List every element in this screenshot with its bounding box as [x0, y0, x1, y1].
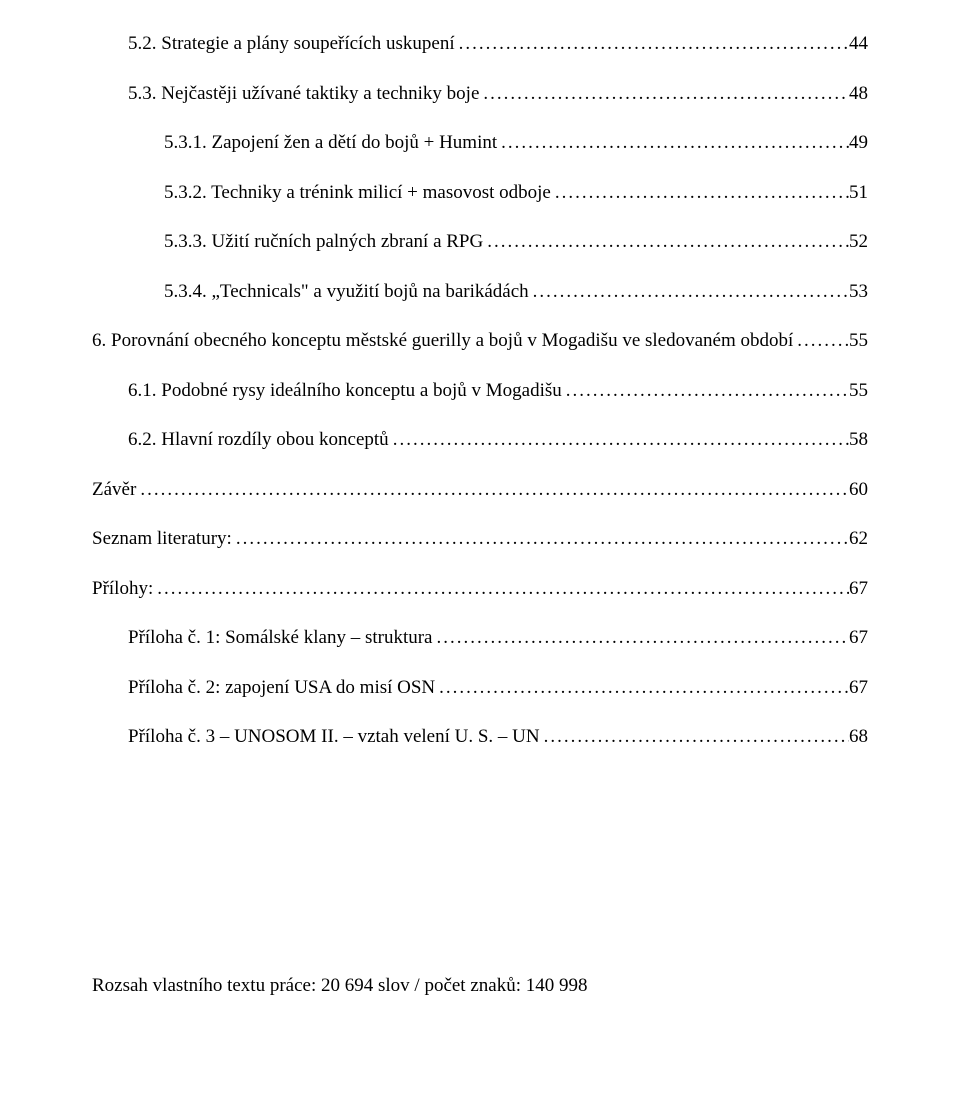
toc-entry: Příloha č. 3 – UNOSOM II. – vztah velení… [92, 723, 868, 752]
toc-entry: 5.3. Nejčastěji užívané taktiky a techni… [92, 80, 868, 109]
toc-entry: 5.3.2. Techniky a trénink milicí + masov… [92, 179, 868, 208]
toc-entry-label: Příloha č. 1: Somálské klany – struktura [128, 624, 432, 653]
toc-entry-page: 55 [849, 327, 868, 356]
toc-leader-dots [435, 674, 849, 703]
toc-entry-label: Příloha č. 3 – UNOSOM II. – vztah velení… [128, 723, 540, 752]
toc-leader-dots [432, 624, 849, 653]
toc-leader-dots [529, 278, 849, 307]
toc-entry: Závěr 60 [92, 476, 868, 505]
toc-entry: 5.3.4. „Technicals" a využití bojů na ba… [92, 278, 868, 307]
toc-entry-page: 55 [849, 377, 868, 406]
toc-entry-page: 58 [849, 426, 868, 455]
footer-note: Rozsah vlastního textu práce: 20 694 slo… [92, 972, 868, 1001]
toc-leader-dots [136, 476, 849, 505]
toc-entry-label: 6. Porovnání obecného konceptu městské g… [92, 327, 793, 356]
toc-leader-dots [793, 327, 849, 356]
toc-entry: Příloha č. 1: Somálské klany – struktura… [92, 624, 868, 653]
toc-entry-page: 67 [849, 575, 868, 604]
toc-entry-label: 5.3.3. Užití ručních palných zbraní a RP… [164, 228, 483, 257]
toc-entry: 6.1. Podobné rysy ideálního konceptu a b… [92, 377, 868, 406]
toc-entry-label: 5.3.4. „Technicals" a využití bojů na ba… [164, 278, 529, 307]
toc-entry: 6. Porovnání obecného konceptu městské g… [92, 327, 868, 356]
toc-leader-dots [497, 129, 849, 158]
toc-entry: 5.3.3. Užití ručních palných zbraní a RP… [92, 228, 868, 257]
toc-entry-page: 68 [849, 723, 868, 752]
toc-entry-page: 60 [849, 476, 868, 505]
toc-leader-dots [455, 30, 849, 59]
toc-entry-page: 62 [849, 525, 868, 554]
toc-leader-dots [232, 525, 849, 554]
toc-entry-page: 52 [849, 228, 868, 257]
toc-entry-page: 44 [849, 30, 868, 59]
toc-entry-label: 5.3. Nejčastěji užívané taktiky a techni… [128, 80, 479, 109]
table-of-contents: 5.2. Strategie a plány soupeřících uskup… [92, 30, 868, 752]
toc-entry-label: Příloha č. 2: zapojení USA do misí OSN [128, 674, 435, 703]
toc-entry-label: Přílohy: [92, 575, 153, 604]
toc-entry-label: 5.3.2. Techniky a trénink milicí + masov… [164, 179, 551, 208]
toc-entry: 5.2. Strategie a plány soupeřících uskup… [92, 30, 868, 59]
toc-entry-page: 51 [849, 179, 868, 208]
toc-leader-dots [483, 228, 849, 257]
toc-entry-page: 67 [849, 674, 868, 703]
toc-entry: Přílohy: 67 [92, 575, 868, 604]
toc-entry-label: 6.1. Podobné rysy ideálního konceptu a b… [128, 377, 562, 406]
toc-leader-dots [540, 723, 849, 752]
toc-leader-dots [562, 377, 849, 406]
toc-entry-label: 6.2. Hlavní rozdíly obou konceptů [128, 426, 389, 455]
toc-entry: 5.3.1. Zapojení žen a dětí do bojů + Hum… [92, 129, 868, 158]
toc-entry: Seznam literatury: 62 [92, 525, 868, 554]
toc-leader-dots [153, 575, 849, 604]
toc-leader-dots [479, 80, 849, 109]
toc-entry-label: 5.2. Strategie a plány soupeřících uskup… [128, 30, 455, 59]
toc-entry-label: Seznam literatury: [92, 525, 232, 554]
toc-entry: 6.2. Hlavní rozdíly obou konceptů 58 [92, 426, 868, 455]
toc-entry-page: 67 [849, 624, 868, 653]
toc-entry-page: 53 [849, 278, 868, 307]
toc-leader-dots [551, 179, 849, 208]
toc-entry-label: Závěr [92, 476, 136, 505]
toc-entry-page: 48 [849, 80, 868, 109]
toc-entry-label: 5.3.1. Zapojení žen a dětí do bojů + Hum… [164, 129, 497, 158]
toc-leader-dots [389, 426, 849, 455]
toc-entry-page: 49 [849, 129, 868, 158]
toc-entry: Příloha č. 2: zapojení USA do misí OSN 6… [92, 674, 868, 703]
